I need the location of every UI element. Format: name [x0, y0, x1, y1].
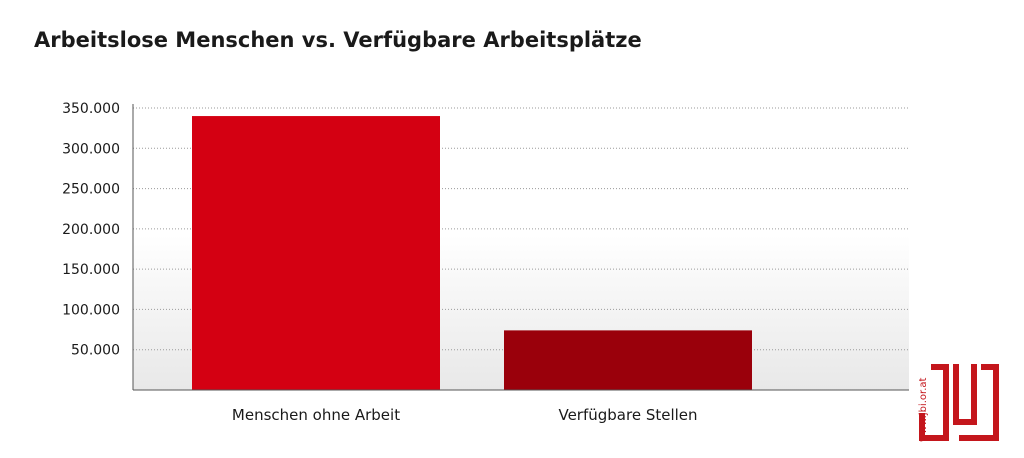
website-url: www.jbi.or.at — [918, 377, 929, 442]
chart-title: Arbeitslose Menschen vs. Verfügbare Arbe… — [34, 28, 642, 52]
jbi-logo-icon — [919, 364, 999, 441]
y-tick-label: 150.000 — [62, 262, 120, 278]
bar — [192, 116, 440, 391]
x-category-label: Menschen ohne Arbeit — [232, 406, 400, 424]
y-tick-label: 200.000 — [62, 222, 120, 238]
y-tick-label: 250.000 — [62, 182, 120, 198]
jbi-logo — [912, 362, 1008, 448]
bars — [192, 116, 752, 391]
y-tick-label: 300.000 — [62, 141, 120, 157]
y-tick-label: 100.000 — [62, 302, 120, 318]
x-axis-labels: Menschen ohne Arbeit Verfügbare Stellen — [232, 406, 698, 424]
y-tick-label: 50.000 — [71, 343, 120, 359]
y-axis-ticks: 50.000 100.000 150.000 200.000 250.000 300.00… — [62, 101, 120, 359]
bar — [504, 330, 752, 390]
y-tick-label: 350.000 — [62, 101, 120, 117]
x-category-label: Verfügbare Stellen — [558, 406, 697, 424]
